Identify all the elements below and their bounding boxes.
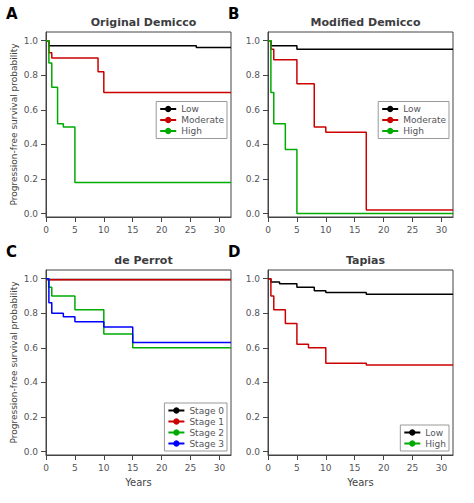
svg-text:1.0: 1.0 — [24, 36, 39, 46]
svg-text:5: 5 — [294, 463, 300, 473]
svg-text:20: 20 — [378, 225, 390, 235]
svg-text:Tapias: Tapias — [346, 254, 386, 267]
svg-text:C: C — [6, 243, 17, 261]
svg-text:10: 10 — [320, 225, 332, 235]
svg-text:D: D — [228, 243, 240, 261]
svg-text:0.8: 0.8 — [24, 70, 39, 80]
svg-text:A: A — [6, 5, 18, 23]
svg-text:15: 15 — [349, 463, 360, 473]
svg-text:0.0: 0.0 — [246, 447, 261, 457]
svg-text:Stage 0: Stage 0 — [189, 406, 224, 416]
svg-text:High: High — [181, 126, 202, 136]
svg-text:30: 30 — [214, 225, 226, 235]
svg-text:25: 25 — [185, 225, 196, 235]
svg-text:0.2: 0.2 — [246, 412, 260, 422]
svg-text:Progression-free survival prob: Progression-free survival probability — [9, 281, 19, 444]
svg-text:5: 5 — [72, 463, 78, 473]
svg-text:1.0: 1.0 — [246, 36, 261, 46]
svg-text:20: 20 — [156, 225, 168, 235]
svg-text:0.2: 0.2 — [246, 174, 260, 184]
svg-text:High: High — [403, 126, 424, 136]
svg-text:10: 10 — [320, 463, 332, 473]
svg-text:30: 30 — [436, 463, 448, 473]
svg-text:0.0: 0.0 — [246, 209, 261, 219]
svg-text:10: 10 — [98, 225, 110, 235]
svg-text:0.6: 0.6 — [24, 343, 39, 353]
svg-text:0: 0 — [43, 463, 49, 473]
svg-text:Moderate: Moderate — [181, 115, 224, 125]
svg-text:0.6: 0.6 — [24, 105, 39, 115]
svg-text:0.4: 0.4 — [246, 377, 261, 387]
svg-text:1.0: 1.0 — [246, 274, 261, 284]
svg-text:Stage 3: Stage 3 — [189, 439, 224, 449]
svg-text:Low: Low — [181, 104, 199, 114]
svg-text:Low: Low — [425, 428, 443, 438]
svg-text:25: 25 — [407, 463, 418, 473]
svg-text:0.2: 0.2 — [24, 412, 38, 422]
svg-text:Modified Demicco: Modified Demicco — [311, 16, 421, 29]
svg-text:0.8: 0.8 — [246, 308, 261, 318]
svg-text:Original Demicco: Original Demicco — [91, 16, 197, 29]
svg-text:0: 0 — [43, 225, 49, 235]
svg-text:Years: Years — [346, 477, 373, 488]
svg-text:0: 0 — [265, 225, 271, 235]
svg-text:Stage 1: Stage 1 — [189, 417, 224, 427]
svg-text:30: 30 — [436, 225, 448, 235]
svg-text:Low: Low — [403, 104, 421, 114]
svg-text:20: 20 — [156, 463, 168, 473]
svg-text:10: 10 — [98, 463, 110, 473]
svg-text:5: 5 — [72, 225, 78, 235]
svg-text:de Perrot: de Perrot — [114, 254, 172, 267]
svg-text:1.0: 1.0 — [24, 274, 39, 284]
svg-text:0.0: 0.0 — [24, 447, 39, 457]
svg-text:Moderate: Moderate — [403, 115, 446, 125]
svg-text:Progression-free survival prob: Progression-free survival probability — [9, 43, 19, 206]
svg-text:High: High — [425, 439, 446, 449]
svg-text:25: 25 — [185, 463, 196, 473]
svg-text:15: 15 — [127, 225, 138, 235]
svg-text:B: B — [228, 5, 239, 23]
svg-text:0.4: 0.4 — [246, 139, 261, 149]
svg-text:0.0: 0.0 — [24, 209, 39, 219]
svg-text:0.8: 0.8 — [24, 308, 39, 318]
svg-text:0: 0 — [265, 463, 271, 473]
svg-text:0.8: 0.8 — [246, 70, 261, 80]
svg-text:0.2: 0.2 — [24, 174, 38, 184]
svg-text:25: 25 — [407, 225, 418, 235]
svg-text:5: 5 — [294, 225, 300, 235]
svg-text:Years: Years — [124, 477, 151, 488]
svg-text:0.4: 0.4 — [24, 377, 39, 387]
svg-text:0.6: 0.6 — [246, 343, 261, 353]
svg-text:0.6: 0.6 — [246, 105, 261, 115]
svg-text:15: 15 — [349, 225, 360, 235]
svg-text:Stage 2: Stage 2 — [189, 428, 224, 438]
svg-text:0.4: 0.4 — [24, 139, 39, 149]
svg-text:15: 15 — [127, 463, 138, 473]
svg-text:30: 30 — [214, 463, 226, 473]
svg-text:20: 20 — [378, 463, 390, 473]
